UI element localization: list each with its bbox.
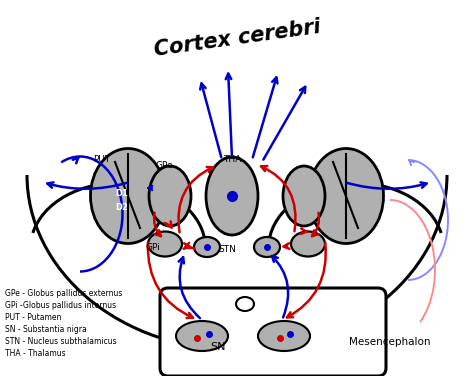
Text: D1: D1 [116, 189, 128, 198]
FancyBboxPatch shape [160, 288, 386, 376]
Text: GPe: GPe [155, 161, 173, 170]
Text: PUT: PUT [93, 155, 110, 164]
Text: STN: STN [218, 245, 236, 254]
Text: STN - Nucleus subthalamicus: STN - Nucleus subthalamicus [5, 337, 117, 346]
Text: GPi -Globus pallidus internus: GPi -Globus pallidus internus [5, 300, 116, 309]
Text: Cortex cerebri: Cortex cerebri [152, 17, 322, 60]
Text: THA: THA [223, 155, 241, 164]
Text: THA - Thalamus: THA - Thalamus [5, 349, 65, 358]
Ellipse shape [206, 157, 258, 235]
Text: SN - Substantia nigra: SN - Substantia nigra [5, 324, 87, 334]
Text: GPi: GPi [146, 243, 160, 252]
Ellipse shape [236, 297, 254, 311]
Ellipse shape [91, 149, 165, 244]
Text: GPe - Globus pallidus externus: GPe - Globus pallidus externus [5, 288, 122, 297]
Ellipse shape [149, 166, 191, 226]
Ellipse shape [194, 237, 220, 257]
Ellipse shape [309, 149, 383, 244]
Ellipse shape [176, 321, 228, 351]
Text: PUT - Putamen: PUT - Putamen [5, 312, 61, 321]
Text: Mesencephalon: Mesencephalon [349, 337, 431, 347]
Ellipse shape [258, 321, 310, 351]
Ellipse shape [291, 232, 325, 256]
Ellipse shape [283, 166, 325, 226]
Text: D2: D2 [116, 203, 128, 212]
Ellipse shape [254, 237, 280, 257]
Text: SN: SN [210, 342, 226, 352]
Ellipse shape [148, 232, 182, 256]
